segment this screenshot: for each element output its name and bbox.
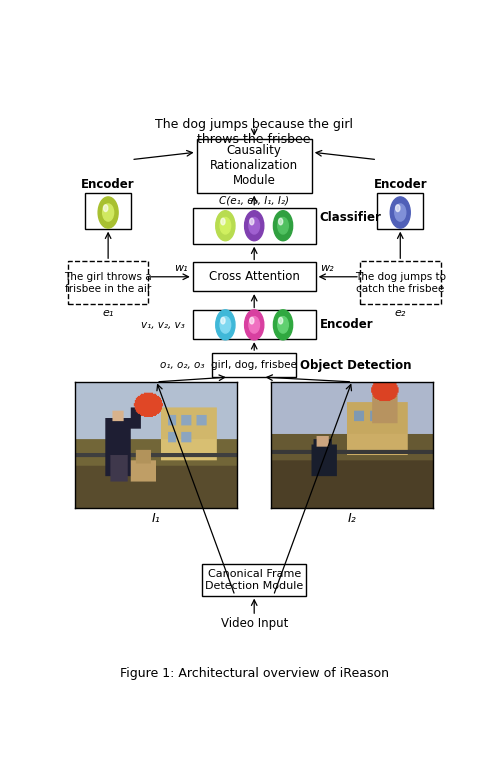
Text: Cross Attention: Cross Attention: [209, 271, 300, 283]
FancyBboxPatch shape: [377, 193, 424, 229]
FancyBboxPatch shape: [192, 310, 315, 339]
Text: w₁: w₁: [175, 263, 188, 273]
Text: I₂: I₂: [348, 512, 357, 525]
Circle shape: [245, 310, 264, 340]
Text: Encoder: Encoder: [373, 178, 427, 191]
Circle shape: [279, 317, 283, 324]
Circle shape: [221, 218, 225, 225]
Circle shape: [220, 218, 231, 234]
Text: Encoder: Encoder: [319, 318, 373, 331]
Text: Object Detection: Object Detection: [301, 359, 412, 371]
Text: o₁, o₂, o₃: o₁, o₂, o₃: [160, 360, 204, 370]
Circle shape: [278, 218, 288, 234]
Text: e₂: e₂: [395, 308, 406, 318]
Circle shape: [395, 204, 406, 221]
Circle shape: [103, 204, 114, 221]
Circle shape: [216, 310, 235, 340]
Text: The girl throws a
frisbee in the air: The girl throws a frisbee in the air: [64, 272, 152, 293]
Text: Figure 1: Architectural overview of iReason: Figure 1: Architectural overview of iRea…: [120, 667, 389, 679]
Text: Video Input: Video Input: [221, 617, 288, 629]
Circle shape: [98, 197, 118, 228]
Text: I₁: I₁: [152, 512, 161, 525]
FancyBboxPatch shape: [196, 139, 312, 193]
FancyBboxPatch shape: [212, 353, 297, 377]
Circle shape: [245, 211, 264, 241]
Circle shape: [279, 218, 283, 225]
Circle shape: [249, 317, 259, 333]
Text: The dog jumps because the girl
throws the frisbee: The dog jumps because the girl throws th…: [155, 118, 353, 146]
Text: girl, dog, frisbee: girl, dog, frisbee: [211, 360, 297, 370]
Circle shape: [390, 197, 410, 228]
Text: Canonical Frame
Detection Module: Canonical Frame Detection Module: [205, 569, 304, 591]
FancyBboxPatch shape: [192, 262, 315, 291]
Circle shape: [278, 317, 288, 333]
FancyBboxPatch shape: [192, 207, 315, 243]
Text: v₁, v₂, v₃: v₁, v₂, v₃: [141, 320, 185, 330]
Text: Causality
Rationalization
Module: Causality Rationalization Module: [210, 144, 298, 187]
Text: Encoder: Encoder: [81, 178, 135, 191]
FancyBboxPatch shape: [68, 261, 148, 304]
Circle shape: [104, 204, 108, 211]
Text: C(e₁, e₂, I₁, I₂): C(e₁, e₂, I₁, I₂): [219, 195, 289, 205]
Text: e₁: e₁: [103, 308, 114, 318]
Circle shape: [249, 218, 259, 234]
FancyBboxPatch shape: [85, 193, 131, 229]
FancyBboxPatch shape: [202, 565, 306, 596]
Circle shape: [273, 211, 293, 241]
Circle shape: [216, 211, 235, 241]
Circle shape: [249, 218, 254, 225]
FancyBboxPatch shape: [360, 261, 440, 304]
Circle shape: [396, 204, 400, 211]
Text: The dog jumps to
catch the frisbee: The dog jumps to catch the frisbee: [355, 272, 446, 293]
Circle shape: [220, 317, 231, 333]
Circle shape: [249, 317, 254, 324]
Text: Classifier: Classifier: [319, 211, 381, 224]
Text: w₂: w₂: [320, 263, 334, 273]
Circle shape: [221, 317, 225, 324]
Circle shape: [273, 310, 293, 340]
